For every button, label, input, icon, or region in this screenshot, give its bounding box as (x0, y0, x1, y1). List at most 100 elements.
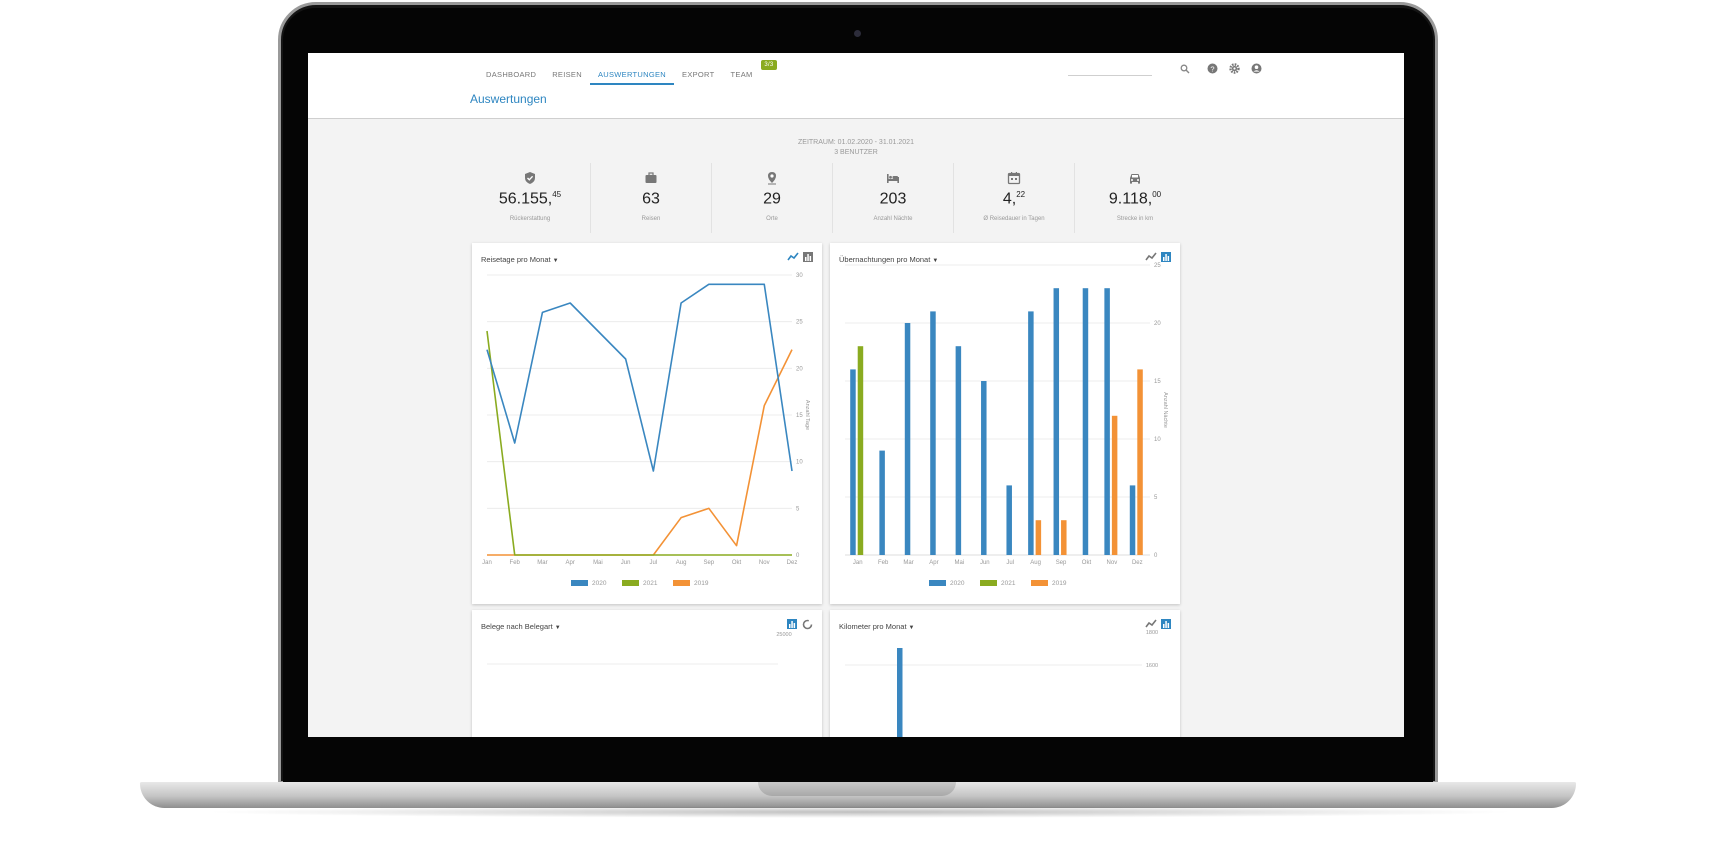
legend-label: 2020 (592, 580, 607, 587)
bar-2019-Nov (1111, 415, 1118, 555)
page-title: Auswertungen (470, 92, 547, 106)
stat-label: Rückerstattung (509, 216, 551, 223)
chart-title: Reisetage pro Monat (481, 255, 551, 264)
bar-chart-toggle-icon[interactable] (787, 619, 797, 629)
stat-main: 9.118, (1108, 190, 1153, 208)
stat-decimal: 22 (1016, 190, 1026, 199)
settings-gear-icon[interactable] (1229, 63, 1240, 74)
bar-2020-Nov (1104, 288, 1110, 555)
y-tick-label: 25000 (776, 632, 791, 638)
nav-team-label: TEAM (730, 70, 753, 79)
x-tick-label: Nov (1107, 560, 1118, 566)
x-tick-label: Sep (1056, 560, 1067, 566)
dropdown-caret-icon: ▼ (932, 258, 939, 264)
legend-swatch (980, 580, 997, 586)
stat-value: 56.155,45 (470, 190, 590, 208)
y-tick-label: 1600 (1146, 663, 1158, 669)
stat-decimal: 45 (552, 190, 562, 199)
chart-title: Übernachtungen pro Monat (839, 255, 931, 264)
legend-swatch (571, 580, 588, 586)
help-icon[interactable]: ? (1207, 63, 1218, 74)
bar-2020-Sep (1053, 288, 1060, 555)
car-icon (1130, 174, 1140, 184)
stat-main: 203 (879, 190, 907, 208)
line-chart-toggle-icon[interactable] (787, 252, 799, 262)
search-icon[interactable] (1180, 64, 1190, 74)
series-line-2020 (486, 283, 793, 472)
chart-title-dropdown[interactable]: Übernachtungen pro Monat ▼ (839, 255, 938, 264)
x-tick-label: Feb (878, 560, 889, 566)
bar-chart-toggle-icon[interactable] (803, 252, 813, 262)
bar-2020-Jul (1006, 485, 1012, 555)
bar-2020-Mar (904, 323, 911, 555)
location-pin-icon (768, 172, 776, 185)
x-tick-label: Dez (787, 560, 798, 566)
x-tick-label: Jun (621, 560, 631, 566)
y-tick-label: 25 (1154, 263, 1161, 269)
x-tick-label: Jan (482, 560, 492, 566)
chart-title-dropdown[interactable]: Reisetage pro Monat ▼ (481, 255, 559, 264)
app-screen: DASHBOARD REISEN AUSWERTUNGEN EXPORT TEA… (308, 53, 1404, 737)
bar-partial (897, 648, 903, 737)
x-tick-label: Mai (955, 560, 965, 566)
stat-reisedauer: 4,22 Ø Reisedauer in Tagen (954, 163, 1075, 233)
x-tick-label: Jul (650, 560, 658, 566)
donut-chart-toggle-icon[interactable] (802, 619, 813, 630)
stat-label: Ø Reisedauer in Tagen (983, 216, 1045, 223)
series-line-2021 (486, 330, 792, 556)
nav-team[interactable]: TEAM 3/3 (723, 60, 777, 83)
nav-reisen[interactable]: REISEN (552, 70, 582, 79)
belege-chart: 25000 (487, 632, 792, 665)
y-tick-label: 5 (796, 506, 800, 512)
legend-swatch (1031, 580, 1048, 586)
line-chart-toggle-icon[interactable] (1145, 252, 1157, 262)
bar-chart-toggle-icon[interactable] (1161, 619, 1171, 629)
bar-chart-toggle-icon[interactable] (1161, 252, 1171, 262)
chart-title-dropdown[interactable]: Kilometer pro Monat ▼ (839, 622, 914, 631)
stat-naechte: 203 Anzahl Nächte (833, 163, 954, 233)
y-tick-label: 20 (796, 366, 803, 372)
calendar-icon (1007, 172, 1021, 185)
account-icon[interactable] (1251, 63, 1262, 74)
stat-value: 203 (833, 190, 953, 208)
bar-2020-Jan (850, 369, 856, 555)
legend-swatch (673, 580, 690, 586)
x-tick-label: Apr (566, 560, 575, 566)
card-reisetage: Reisetage pro Monat ▼ 0 5 10 15 20 25 30 Anzahl … (472, 243, 822, 604)
laptop-notch (758, 782, 956, 796)
stat-rueckerstattung: 56.155,45 Rückerstattung (470, 163, 591, 233)
stat-label: Reisen (641, 216, 661, 223)
bar-2019-Aug (1035, 520, 1042, 555)
bar-2019-Sep (1061, 520, 1067, 555)
stat-main: 4, (1002, 190, 1017, 208)
x-tick-label: Mar (537, 560, 547, 566)
nav-auswertungen[interactable]: AUSWERTUNGEN (589, 67, 675, 85)
nav-export[interactable]: EXPORT (682, 70, 715, 79)
y-tick-label: 30 (796, 273, 803, 279)
x-tick-label: Apr (929, 560, 938, 566)
line-chart-toggle-icon[interactable] (1145, 619, 1157, 629)
stat-value: 9.118,00 (1075, 190, 1195, 208)
y-tick-label: 0 (1154, 553, 1158, 559)
stat-reisen: 63 Reisen (591, 163, 712, 233)
period-users: 3 BENUTZER (834, 149, 878, 156)
shield-check-icon (525, 172, 535, 184)
x-tick-label: Sep (703, 560, 714, 566)
stat-value: 29 (712, 190, 832, 208)
stat-label: Strecke in km (1116, 216, 1154, 223)
legend-label: 2021 (643, 580, 658, 587)
x-tick-label: Dez (1132, 560, 1143, 566)
nav-dashboard[interactable]: DASHBOARD (486, 70, 537, 79)
x-tick-label: Jun (980, 560, 990, 566)
y-tick-label: 0 (796, 553, 800, 559)
search-input[interactable] (1068, 75, 1152, 76)
x-tick-label: Feb (510, 560, 521, 566)
stat-orte: 29 Orte (712, 163, 833, 233)
card-uebernachtungen: Übernachtungen pro Monat ▼ 0 5 10 15 20 25 Anza… (830, 243, 1180, 604)
bar-2020-Jun (981, 381, 987, 555)
bar-2020-Aug (1028, 311, 1034, 555)
chart-title-dropdown[interactable]: Belege nach Belegart ▼ (481, 622, 561, 631)
stats-row: 56.155,45 Rückerstattung 63 Reisen 29 Or… (470, 163, 1195, 233)
dropdown-caret-icon: ▼ (552, 258, 559, 264)
y-tick-label: 10 (796, 460, 803, 466)
